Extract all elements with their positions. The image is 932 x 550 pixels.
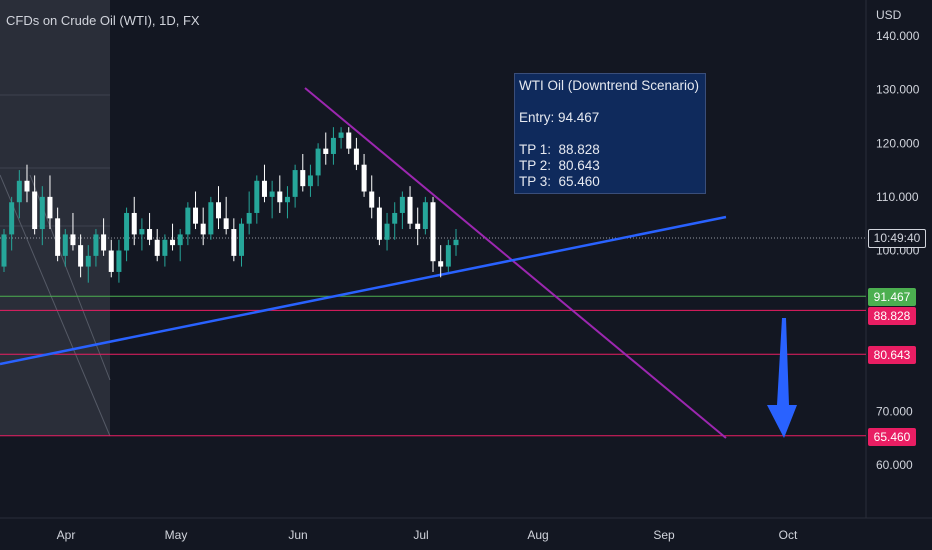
x-tick-label: Jul [413, 528, 428, 542]
candles [1, 127, 459, 283]
candle-body [384, 223, 390, 240]
chart-title: CFDs on Crude Oil (WTI), 1D, FX [6, 13, 200, 28]
candle-body [116, 250, 122, 272]
candle-body [1, 234, 7, 267]
candle-body [269, 191, 275, 197]
candle-body [16, 180, 22, 203]
candle-body [399, 196, 405, 213]
candle-body [422, 202, 428, 230]
candle-body [32, 191, 38, 230]
candle-body [277, 191, 283, 203]
x-tick-label: Jun [288, 528, 307, 542]
candle-body [62, 234, 68, 256]
y-axis-ticks: 60.00070.000100.000110.000120.000130.000… [876, 29, 920, 472]
tp1-tag: 88.828 [868, 307, 916, 325]
candle-body [430, 202, 436, 262]
candle-body [307, 175, 313, 187]
candle-body [238, 223, 244, 256]
support-trendline[interactable] [0, 215, 727, 366]
x-tick-label: Sep [653, 528, 675, 542]
x-tick-label: Oct [779, 528, 798, 542]
candle-body [70, 234, 76, 246]
candle-body [162, 239, 168, 256]
candle-body [292, 170, 298, 197]
current-time-tag: 10:49:40 [868, 229, 926, 248]
note-heading: WTI Oil (Downtrend Scenario) [519, 78, 700, 93]
candle-body [438, 261, 444, 267]
candle-body [353, 148, 359, 165]
x-tick-label: Apr [57, 528, 76, 542]
candle-body [24, 180, 30, 192]
candle-body [369, 191, 375, 208]
x-axis-ticks: Apr May Jun Jul Aug Sep Oct [57, 528, 798, 542]
candle-body [208, 202, 214, 235]
currency-label: USD [876, 8, 902, 22]
scenario-note[interactable]: WTI Oil (Downtrend Scenario) Entry: 94.4… [514, 73, 706, 194]
candle-body [185, 207, 191, 235]
note-tp1: TP 1: 88.828 [519, 142, 600, 157]
candle-body [346, 132, 352, 149]
candle-body [407, 196, 413, 224]
candle-body [85, 255, 91, 267]
candle-body [415, 223, 421, 230]
note-entry: Entry: 94.467 [519, 110, 600, 125]
note-tp3: TP 3: 65.460 [519, 174, 600, 189]
candle-body [254, 180, 260, 213]
candle-body [9, 202, 15, 235]
candle-body [55, 218, 61, 256]
candle-body [361, 164, 367, 192]
green-level-tag: 91.467 [868, 288, 916, 306]
candle-body [147, 229, 153, 240]
candle-body [108, 250, 114, 272]
candle-body [338, 132, 344, 138]
x-tick-label: Aug [527, 528, 548, 542]
candle-body [246, 212, 252, 224]
candle-body [330, 137, 336, 154]
candle-body [101, 234, 107, 251]
shaded-grid [0, 94, 110, 227]
candle-body [323, 148, 329, 154]
candle-body [231, 229, 237, 256]
candle-body [124, 212, 130, 251]
candle-body [170, 239, 176, 246]
note-tp2: TP 2: 80.643 [519, 158, 600, 173]
candle-body [284, 196, 290, 203]
candle-body [300, 170, 306, 187]
candle-body [177, 234, 183, 246]
candle-body [216, 202, 222, 219]
candle-body [453, 239, 459, 246]
candle-body [315, 148, 321, 176]
candle-body [154, 239, 160, 256]
x-tick-label: May [165, 528, 188, 542]
candle-body [200, 223, 206, 235]
level-lines [0, 295, 866, 437]
candle-body [261, 180, 267, 197]
y-tick-label: 110.000 [876, 190, 919, 204]
y-tick-label: 60.000 [876, 458, 913, 472]
resistance-trendline[interactable] [304, 87, 727, 439]
down-arrow-icon [767, 318, 797, 438]
candle-body [93, 234, 99, 256]
y-tick-label: 130.000 [876, 83, 920, 97]
candle-body [445, 245, 451, 267]
candle-body [193, 207, 199, 224]
candle-body [39, 196, 45, 230]
y-tick-label: 70.000 [876, 404, 913, 418]
tp2-tag: 80.643 [868, 346, 916, 364]
candle-body [131, 212, 137, 235]
candle-body [139, 229, 145, 235]
y-tick-label: 120.000 [876, 136, 920, 150]
candle-body [392, 212, 398, 224]
y-tick-label: 140.000 [876, 29, 920, 43]
candle-body [376, 207, 382, 240]
shaded-history-region [0, 0, 110, 436]
candle-body [223, 218, 229, 230]
tp3-tag: 65.460 [868, 428, 916, 446]
candle-body [78, 245, 84, 267]
candle-body [47, 196, 53, 219]
